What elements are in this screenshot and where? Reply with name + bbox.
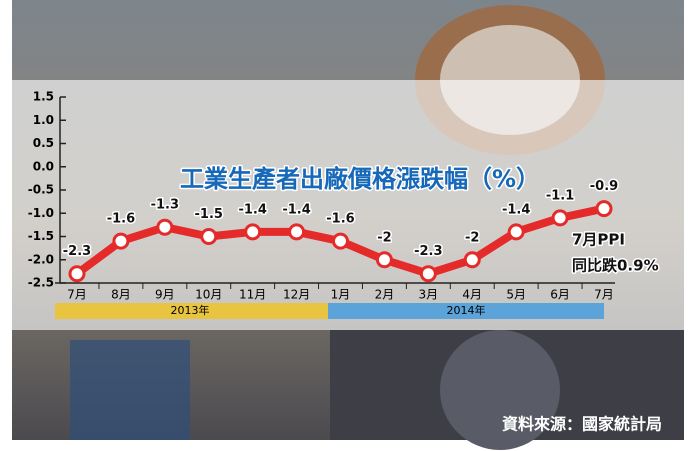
data-label: -1.4 xyxy=(238,202,266,217)
point xyxy=(332,232,349,250)
y-tick-label: 0.5 xyxy=(33,136,54,150)
data-label: -2.3 xyxy=(414,244,442,259)
x-tick-label: 6月 xyxy=(550,288,570,302)
data-label: -0.9 xyxy=(590,179,618,194)
photo-pipe-end xyxy=(440,330,560,450)
data-label: -2 xyxy=(377,230,391,245)
x-tick-label: 2月 xyxy=(375,288,395,302)
y-tick-label: 1.0 xyxy=(33,113,54,127)
x-tick-label: 5月 xyxy=(506,288,526,302)
data-label: -1.3 xyxy=(151,198,179,213)
source: 資料來源：國家統計局 xyxy=(502,415,662,434)
y-tick-label: -0.5 xyxy=(28,183,54,197)
point xyxy=(244,223,262,241)
point xyxy=(595,200,613,218)
point xyxy=(507,223,525,241)
annotation: 7月PPI xyxy=(572,231,625,249)
data-label: -1.6 xyxy=(326,212,354,227)
point xyxy=(68,265,86,283)
point xyxy=(375,251,393,269)
x-tick-label: 3月 xyxy=(419,288,439,302)
data-label: -1.4 xyxy=(502,202,530,217)
point xyxy=(112,232,130,250)
x-tick-label: 10月 xyxy=(195,288,222,302)
data-label: -1.6 xyxy=(107,212,135,227)
x-tick-label: 4月 xyxy=(462,288,482,302)
data-label: -1.1 xyxy=(546,188,574,203)
point xyxy=(156,218,174,236)
y-tick-label: 0.0 xyxy=(33,159,54,173)
x-tick-label: 11月 xyxy=(239,288,266,302)
point xyxy=(288,223,306,241)
x-tick-label: 7月 xyxy=(67,288,87,302)
year-label: 2013年 xyxy=(171,303,210,317)
x-tick-label: 1月 xyxy=(331,288,351,302)
data-label: -1.4 xyxy=(282,202,310,217)
data-label: -1.5 xyxy=(195,207,223,222)
chart-title: 工業生產者出廠價格漲跌幅（%） xyxy=(180,165,540,193)
chart-panel xyxy=(12,80,684,330)
year-band-2014 xyxy=(328,303,604,319)
point xyxy=(200,228,218,245)
x-tick-label: 9月 xyxy=(155,288,175,302)
annotation: 同比跌0.9% xyxy=(572,257,659,275)
point xyxy=(419,265,437,283)
data-label: -2.3 xyxy=(63,244,91,259)
x-tick-label: 12月 xyxy=(283,288,310,302)
y-tick-label: 1.5 xyxy=(33,90,54,104)
x-tick-label: 7月 xyxy=(594,288,614,302)
y-tick-label: -1.0 xyxy=(28,206,54,220)
year-band-2013 xyxy=(55,303,328,319)
photo-workers xyxy=(70,340,190,440)
point xyxy=(551,209,569,227)
year-label: 2014年 xyxy=(447,303,486,317)
y-tick-label: -2.0 xyxy=(28,252,54,266)
x-tick-label: 8月 xyxy=(111,288,131,302)
y-tick-label: -2.5 xyxy=(28,276,54,290)
data-label: -2 xyxy=(465,230,479,245)
y-tick-label: -1.5 xyxy=(28,229,54,243)
point xyxy=(463,251,481,269)
